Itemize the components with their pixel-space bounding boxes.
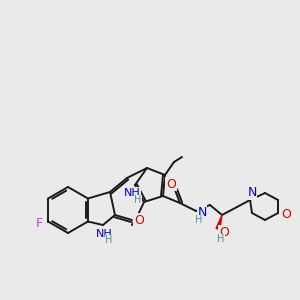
Text: H: H xyxy=(217,234,225,244)
Text: O: O xyxy=(219,226,229,238)
Text: F: F xyxy=(35,217,43,230)
Text: O: O xyxy=(281,208,291,220)
Text: O: O xyxy=(166,178,176,190)
Text: O: O xyxy=(134,214,144,226)
Text: NH: NH xyxy=(96,229,112,239)
Text: N: N xyxy=(197,206,207,218)
Text: H: H xyxy=(195,215,203,225)
Text: N: N xyxy=(247,187,257,200)
Text: H: H xyxy=(105,235,113,245)
Polygon shape xyxy=(216,215,222,230)
Text: H: H xyxy=(134,195,142,205)
Text: NH: NH xyxy=(124,188,140,198)
